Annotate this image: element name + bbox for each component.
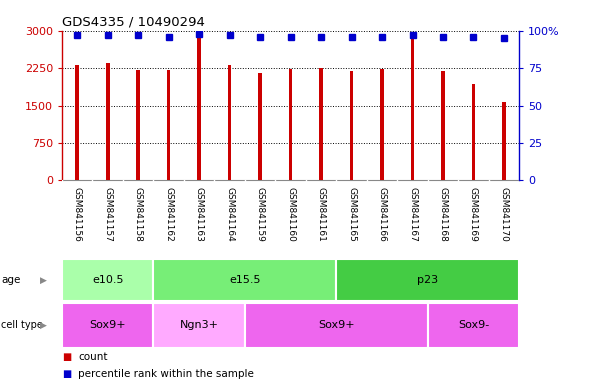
Text: GSM841168: GSM841168 bbox=[438, 187, 447, 242]
Text: GSM841156: GSM841156 bbox=[73, 187, 81, 242]
Bar bbox=[228, 65, 231, 180]
Text: e15.5: e15.5 bbox=[229, 275, 261, 285]
Text: ■: ■ bbox=[62, 352, 71, 362]
Bar bbox=[350, 71, 353, 180]
Bar bbox=[245, 303, 428, 348]
Text: GSM841157: GSM841157 bbox=[103, 187, 112, 242]
Text: GDS4335 / 10490294: GDS4335 / 10490294 bbox=[62, 15, 205, 28]
Bar bbox=[258, 73, 262, 180]
Bar bbox=[428, 303, 519, 348]
Text: GSM841163: GSM841163 bbox=[195, 187, 204, 242]
Bar bbox=[380, 69, 384, 180]
Text: GSM841166: GSM841166 bbox=[378, 187, 386, 242]
Text: GSM841160: GSM841160 bbox=[286, 187, 295, 242]
Text: GSM841158: GSM841158 bbox=[134, 187, 143, 242]
Text: p23: p23 bbox=[417, 275, 438, 285]
Bar bbox=[411, 39, 414, 180]
Text: ▶: ▶ bbox=[40, 321, 47, 330]
Bar bbox=[319, 68, 323, 180]
Bar bbox=[441, 71, 445, 180]
Bar bbox=[76, 65, 79, 180]
Text: GSM841170: GSM841170 bbox=[500, 187, 509, 242]
Text: GSM841164: GSM841164 bbox=[225, 187, 234, 242]
Bar bbox=[62, 303, 153, 348]
Text: e10.5: e10.5 bbox=[92, 275, 123, 285]
Bar bbox=[62, 259, 153, 301]
Text: Sox9+: Sox9+ bbox=[318, 320, 355, 331]
Text: Sox9+: Sox9+ bbox=[89, 320, 126, 331]
Text: GSM841169: GSM841169 bbox=[469, 187, 478, 242]
Bar bbox=[106, 63, 110, 180]
Bar bbox=[153, 303, 245, 348]
Text: cell type: cell type bbox=[1, 320, 43, 331]
Text: GSM841161: GSM841161 bbox=[317, 187, 326, 242]
Bar bbox=[197, 37, 201, 180]
Text: Sox9-: Sox9- bbox=[458, 320, 489, 331]
Bar bbox=[136, 70, 140, 180]
Bar bbox=[289, 69, 293, 180]
Bar bbox=[471, 84, 476, 180]
Text: age: age bbox=[1, 275, 21, 285]
Text: GSM841159: GSM841159 bbox=[255, 187, 264, 242]
Text: GSM841167: GSM841167 bbox=[408, 187, 417, 242]
Text: percentile rank within the sample: percentile rank within the sample bbox=[78, 369, 254, 379]
Bar bbox=[336, 259, 519, 301]
Text: GSM841162: GSM841162 bbox=[164, 187, 173, 242]
Text: ■: ■ bbox=[62, 369, 71, 379]
Bar bbox=[502, 102, 506, 180]
Text: count: count bbox=[78, 352, 108, 362]
Text: GSM841165: GSM841165 bbox=[347, 187, 356, 242]
Bar bbox=[153, 259, 336, 301]
Bar bbox=[167, 70, 171, 180]
Text: Ngn3+: Ngn3+ bbox=[179, 320, 219, 331]
Text: ▶: ▶ bbox=[40, 276, 47, 285]
